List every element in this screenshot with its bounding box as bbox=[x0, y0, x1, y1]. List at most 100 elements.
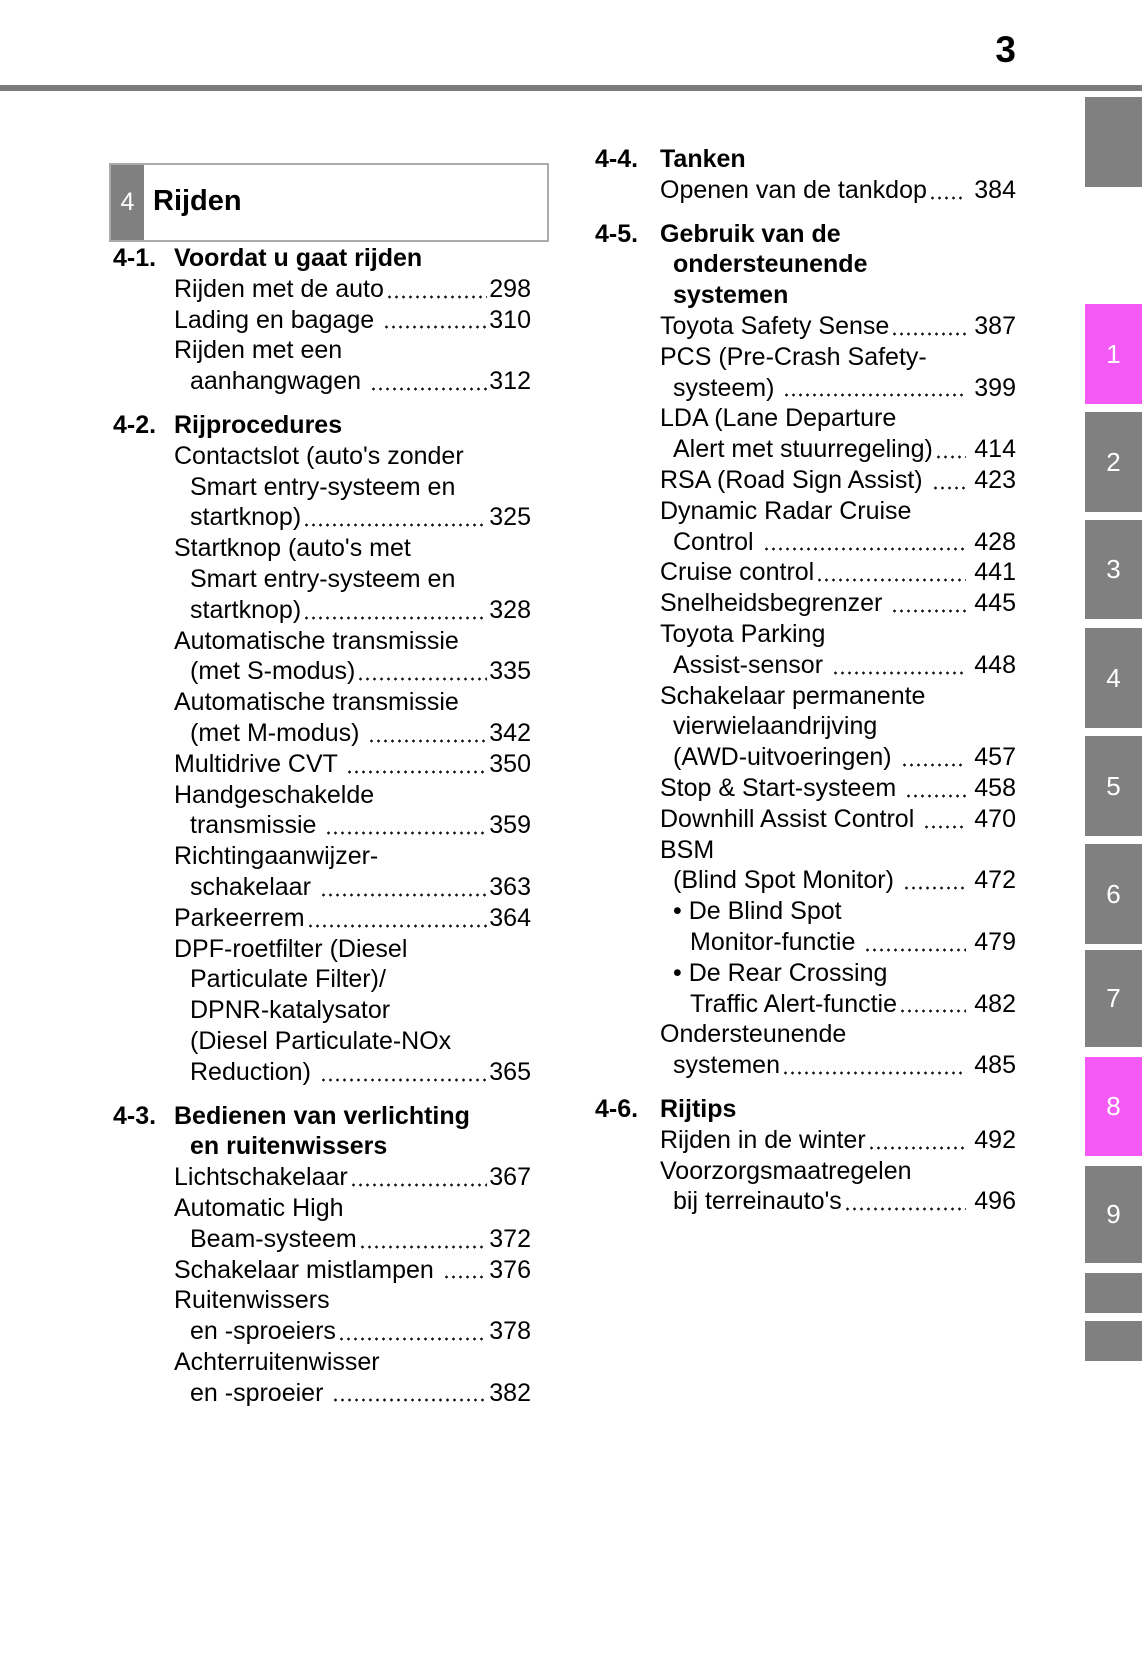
entry-text: (met M-modus) bbox=[190, 718, 367, 747]
page-number: 3 bbox=[995, 29, 1016, 70]
entry-text: en ruitenwissers bbox=[190, 1132, 388, 1161]
dot-leader bbox=[867, 1145, 967, 1150]
side-tab-7: 7 bbox=[1085, 950, 1142, 1047]
entry-text: Traffic Alert-functie bbox=[690, 989, 898, 1018]
page-ref: 328 bbox=[489, 595, 531, 624]
toc-entry-line: Openen van de tankdop 384 bbox=[595, 175, 1016, 206]
toc-entry-line: Rijden in de winter 492 bbox=[595, 1125, 1016, 1156]
entry-text: Voordat u gaat rijden bbox=[174, 244, 423, 272]
entry-text: Reduction) bbox=[190, 1057, 318, 1086]
entry-text: (met S-modus) bbox=[190, 657, 356, 686]
entry-text: Gebruik van de bbox=[660, 219, 841, 248]
side-tab-3: 3 bbox=[1085, 520, 1142, 619]
chapter-title: Rijden bbox=[153, 184, 242, 217]
toc-section-header: 4-1. Voordat u gaat rijden bbox=[113, 243, 531, 274]
toc-section-header: 4-3. Bedienen van verlichting bbox=[113, 1101, 531, 1132]
entry-text: Ondersteunende bbox=[660, 1020, 847, 1049]
entry-text: Multidrive CVT bbox=[174, 749, 345, 778]
dot-leader bbox=[781, 1070, 967, 1075]
dot-leader bbox=[346, 769, 488, 774]
toc-entry-line: startknop) 328 bbox=[113, 595, 531, 626]
toc-entry-line: Rijden met de auto 298 bbox=[113, 274, 531, 305]
toc-entry-line: Downhill Assist Control 470 bbox=[595, 804, 1016, 835]
entry-text: Stop & Start-systeem bbox=[660, 773, 904, 802]
entry-text: Assist-sensor bbox=[673, 650, 830, 679]
toc-entry-line: Cruise control 441 bbox=[595, 557, 1016, 588]
toc-entry-line: Snelheidsbegrenzer 445 bbox=[595, 588, 1016, 619]
page-ref: 387 bbox=[974, 311, 1016, 340]
page-ref: 384 bbox=[974, 175, 1016, 204]
toc-entry-line: Smart entry-systeem en bbox=[113, 472, 531, 503]
page-ref: 470 bbox=[974, 804, 1016, 833]
entry-text: Contactslot (auto's zonder bbox=[174, 441, 464, 470]
toc-entry-line: Multidrive CVT 350 bbox=[113, 749, 531, 780]
side-tab-2: 2 bbox=[1085, 412, 1142, 512]
toc-entry-line: Automatische transmissie bbox=[113, 626, 531, 657]
dot-leader bbox=[442, 1275, 488, 1280]
entry-text: Lichtschakelaar bbox=[174, 1163, 348, 1192]
entry-text: Handgeschakelde bbox=[174, 780, 375, 809]
toc-entry-line: Schakelaar mistlampen 376 bbox=[113, 1255, 531, 1286]
toc-entry-line: BSM bbox=[595, 835, 1016, 866]
entry-text: Rijden met een bbox=[174, 336, 343, 365]
section-number: 4-5. bbox=[595, 219, 639, 248]
side-tab-1: 1 bbox=[1085, 304, 1142, 404]
dot-leader bbox=[303, 615, 488, 620]
entry-text: Beam-systeem bbox=[190, 1224, 357, 1253]
entry-text: systemen bbox=[673, 1051, 780, 1080]
page-ref: 479 bbox=[974, 927, 1016, 956]
toc-entry-line: Assist-sensor 448 bbox=[595, 650, 1016, 681]
toc-entry-line: Ruitenwissers bbox=[113, 1285, 531, 1316]
toc-entry-line: (met M-modus) 342 bbox=[113, 718, 531, 749]
dot-leader bbox=[891, 331, 967, 336]
entry-text: Bedienen van verlichting bbox=[174, 1101, 470, 1130]
page-ref: 342 bbox=[489, 718, 531, 747]
chapter-number-badge: 4 bbox=[111, 165, 144, 240]
side-tab-8: 8 bbox=[1085, 1057, 1142, 1156]
page-ref: 312 bbox=[489, 367, 531, 396]
entry-text: (Blind Spot Monitor) bbox=[673, 866, 901, 895]
entry-text: ondersteunende bbox=[673, 250, 868, 279]
entry-text: en -sproeiers bbox=[190, 1317, 336, 1346]
entry-text: Alert met stuurregeling) bbox=[673, 435, 933, 464]
page-ref: 448 bbox=[974, 650, 1016, 679]
entry-text: schakelaar bbox=[190, 872, 318, 901]
toc-entry-line: Dynamic Radar Cruise bbox=[595, 496, 1016, 527]
entry-text: PCS (Pre-Crash Safety- bbox=[660, 342, 927, 371]
page-ref: 414 bbox=[974, 435, 1016, 464]
entry-text: Control bbox=[673, 527, 761, 556]
dot-leader bbox=[358, 1244, 488, 1249]
entry-text: vierwielaandrijving bbox=[673, 712, 878, 741]
toc-entry-line: en -sproeiers 378 bbox=[113, 1316, 531, 1347]
entry-text: Smart entry-systeem en bbox=[190, 564, 456, 593]
section-number: 4-2. bbox=[113, 410, 157, 439]
entry-text: Openen van de tankdop bbox=[660, 175, 927, 204]
entry-text: Rijprocedures bbox=[174, 410, 343, 439]
page-ref: 376 bbox=[489, 1255, 531, 1284]
side-tab-label: 6 bbox=[1106, 878, 1121, 909]
toc-entry-line: Richtingaanwijzer- bbox=[113, 841, 531, 872]
toc-entry-line: ondersteunende bbox=[595, 249, 1016, 280]
dot-leader bbox=[783, 393, 967, 398]
toc-entry-line: Achterruitenwisser bbox=[113, 1347, 531, 1378]
dot-leader bbox=[319, 1077, 488, 1082]
side-tab-label: 9 bbox=[1106, 1199, 1121, 1229]
dot-leader bbox=[762, 547, 967, 552]
toc-entry-line: PCS (Pre-Crash Safety- bbox=[595, 342, 1016, 373]
entry-text: Tanken bbox=[660, 145, 746, 173]
dot-leader bbox=[931, 485, 967, 490]
toc-entry-line: Alert met stuurregeling) 414 bbox=[595, 434, 1016, 465]
toc-entry-line: LDA (Lane Departure bbox=[595, 403, 1016, 434]
page-ref: 496 bbox=[974, 1187, 1016, 1216]
page-ref: 310 bbox=[489, 305, 531, 334]
entry-text: RSA (Road Sign Assist) bbox=[660, 465, 930, 494]
dot-leader bbox=[899, 1009, 967, 1014]
dot-leader bbox=[306, 923, 488, 928]
side-tab-blank bbox=[1085, 1321, 1142, 1361]
toc-entry-line: Lading en bagage 310 bbox=[113, 305, 531, 336]
entry-text: Ruitenwissers bbox=[174, 1286, 330, 1315]
entry-text: Rijden met de auto bbox=[174, 274, 384, 303]
entry-text: bij terreinauto's bbox=[673, 1187, 842, 1216]
toc-entry-line: Parkeerrem 364 bbox=[113, 903, 531, 934]
